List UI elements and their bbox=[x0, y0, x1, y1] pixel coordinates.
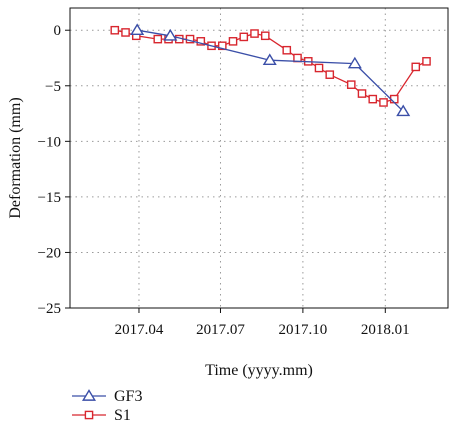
grid-layer bbox=[70, 8, 448, 309]
x-axis-title: Time (yyyy.mm) bbox=[205, 362, 313, 379]
data-point-s1 bbox=[422, 57, 431, 66]
legend-marker bbox=[81, 389, 97, 401]
x-tick-label: 2017.04 bbox=[115, 322, 164, 338]
x-tick-label: 2017.07 bbox=[196, 322, 245, 338]
legend-label: GF3 bbox=[114, 388, 142, 405]
data-point-s1 bbox=[325, 70, 335, 79]
data-point-s1 bbox=[228, 37, 238, 46]
y-tick-label: −20 bbox=[38, 245, 61, 261]
y-tick-label: −10 bbox=[38, 134, 61, 150]
data-point-gf3 bbox=[130, 23, 145, 36]
data-point-s1 bbox=[314, 63, 324, 73]
plot-frame bbox=[69, 7, 449, 309]
data-point-s1 bbox=[293, 53, 302, 63]
data-point-s1 bbox=[250, 29, 259, 38]
data-point-gf3 bbox=[347, 56, 362, 69]
x-tick-label: 2017.10 bbox=[279, 322, 328, 338]
tick-layer: 0 −5 −10 −15 −20 −25 2017.04 2017.07 2017.10 2018… bbox=[38, 23, 410, 338]
series-layer bbox=[110, 23, 431, 117]
data-point-s1 bbox=[411, 62, 421, 72]
data-point-gf3 bbox=[163, 28, 178, 41]
data-point-s1 bbox=[346, 80, 356, 89]
legend-label: S1 bbox=[114, 407, 131, 424]
data-point-s1 bbox=[121, 28, 130, 37]
y-axis-title: Deformation (mm) bbox=[7, 97, 24, 218]
legend-item-gf3: GF3 bbox=[72, 388, 142, 405]
x-tick-label: 2018.01 bbox=[361, 322, 410, 338]
data-point-s1 bbox=[357, 89, 367, 98]
data-point-s1 bbox=[153, 34, 163, 44]
y-tick-label: −25 bbox=[38, 301, 61, 317]
series-gf3 bbox=[130, 23, 411, 117]
data-point-s1 bbox=[217, 41, 227, 51]
y-tick-label: 0 bbox=[54, 23, 62, 39]
legend-item-s1: S1 bbox=[72, 407, 131, 424]
data-point-s1 bbox=[110, 25, 120, 35]
legend-marker bbox=[84, 410, 94, 420]
data-point-s1 bbox=[239, 32, 249, 42]
data-point-s1 bbox=[379, 98, 388, 107]
y-tick-label: −5 bbox=[45, 79, 61, 95]
data-point-s1 bbox=[282, 45, 292, 55]
plot-background bbox=[70, 8, 448, 308]
y-tick-label: −15 bbox=[38, 190, 61, 206]
data-point-gf3 bbox=[262, 53, 277, 66]
data-point-s1 bbox=[260, 31, 270, 41]
data-point-s1 bbox=[368, 94, 378, 104]
data-point-s1 bbox=[196, 37, 206, 46]
data-point-gf3 bbox=[396, 104, 411, 117]
